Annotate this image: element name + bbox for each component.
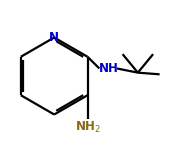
Text: N: N	[49, 31, 59, 44]
Text: NH$_2$: NH$_2$	[75, 119, 100, 135]
Text: NH: NH	[99, 62, 118, 75]
